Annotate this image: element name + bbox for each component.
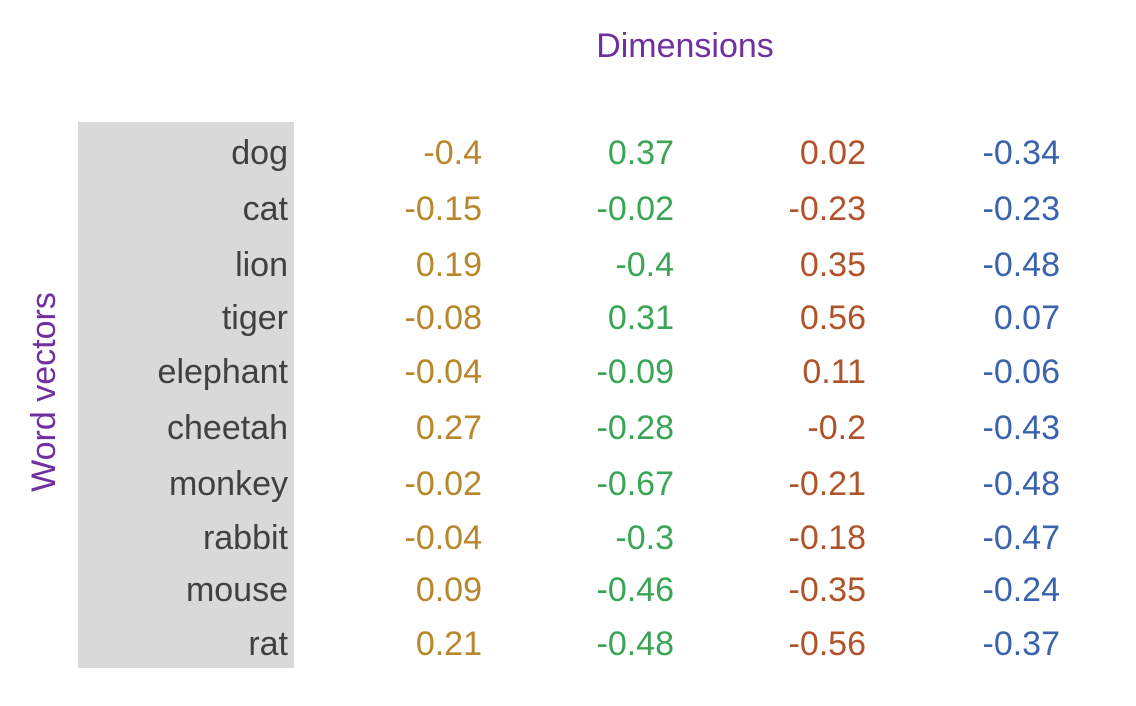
value-cell-dog-dim4: -0.34: [982, 134, 1061, 172]
value-cell-elephant-dim4: -0.06: [982, 353, 1061, 391]
value-cell-lion-dim1: 0.19: [415, 246, 482, 284]
row-label-band: [78, 122, 294, 668]
value-cell-cheetah-dim1: 0.27: [415, 409, 482, 447]
value-cell-mouse-dim1: 0.09: [415, 571, 482, 609]
value-cell-mouse-dim4: -0.24: [982, 571, 1061, 609]
value-cell-lion-dim3: 0.35: [799, 246, 866, 284]
value-cell-rabbit-dim3: -0.18: [788, 519, 867, 557]
value-cell-monkey-dim1: -0.02: [404, 465, 483, 503]
value-cell-rabbit-dim4: -0.47: [982, 519, 1061, 557]
row-label-rabbit: rabbit: [202, 519, 288, 557]
row-label-elephant: elephant: [157, 353, 288, 391]
value-cell-rabbit-dim1: -0.04: [404, 519, 483, 557]
value-cell-cheetah-dim2: -0.28: [596, 409, 675, 447]
value-cell-cat-dim4: -0.23: [982, 190, 1061, 228]
value-cell-rat-dim1: 0.21: [415, 625, 482, 663]
value-cell-tiger-dim2: 0.31: [607, 299, 674, 337]
value-cell-tiger-dim4: 0.07: [993, 299, 1060, 337]
value-cell-elephant-dim2: -0.09: [596, 353, 675, 391]
value-cell-mouse-dim2: -0.46: [596, 571, 675, 609]
row-label-monkey: monkey: [168, 465, 288, 503]
row-label-cheetah: cheetah: [167, 409, 288, 447]
value-cell-monkey-dim3: -0.21: [788, 465, 867, 503]
value-cell-tiger-dim1: -0.08: [404, 299, 483, 337]
row-label-rat: rat: [248, 625, 288, 663]
row-label-dog: dog: [231, 134, 288, 172]
row-label-lion: lion: [235, 246, 288, 284]
row-label-cat: cat: [242, 190, 288, 228]
value-cell-mouse-dim3: -0.35: [788, 571, 867, 609]
row-label-tiger: tiger: [221, 299, 288, 337]
value-cell-rat-dim3: -0.56: [788, 625, 867, 663]
value-cell-rat-dim4: -0.37: [982, 625, 1061, 663]
value-cell-elephant-dim3: 0.11: [802, 353, 866, 391]
value-cell-monkey-dim2: -0.67: [596, 465, 675, 503]
value-cell-tiger-dim3: 0.56: [799, 299, 866, 337]
value-cell-lion-dim4: -0.48: [982, 246, 1061, 284]
value-cell-rabbit-dim2: -0.3: [615, 519, 674, 557]
value-cell-cat-dim2: -0.02: [596, 190, 675, 228]
value-cell-cheetah-dim3: -0.2: [807, 409, 866, 447]
value-cell-dog-dim1: -0.4: [423, 134, 482, 172]
value-cell-monkey-dim4: -0.48: [982, 465, 1061, 503]
row-label-mouse: mouse: [185, 571, 288, 609]
value-cell-dog-dim3: 0.02: [799, 134, 866, 172]
value-cell-dog-dim2: 0.37: [607, 134, 674, 172]
value-cell-cat-dim3: -0.23: [788, 190, 867, 228]
value-cell-cat-dim1: -0.15: [404, 190, 483, 228]
value-cell-cheetah-dim4: -0.43: [982, 409, 1061, 447]
value-cell-lion-dim2: -0.4: [615, 246, 674, 284]
value-cell-rat-dim2: -0.48: [596, 625, 675, 663]
column-header: Dimensions: [596, 27, 774, 65]
value-cell-elephant-dim1: -0.04: [404, 353, 483, 391]
